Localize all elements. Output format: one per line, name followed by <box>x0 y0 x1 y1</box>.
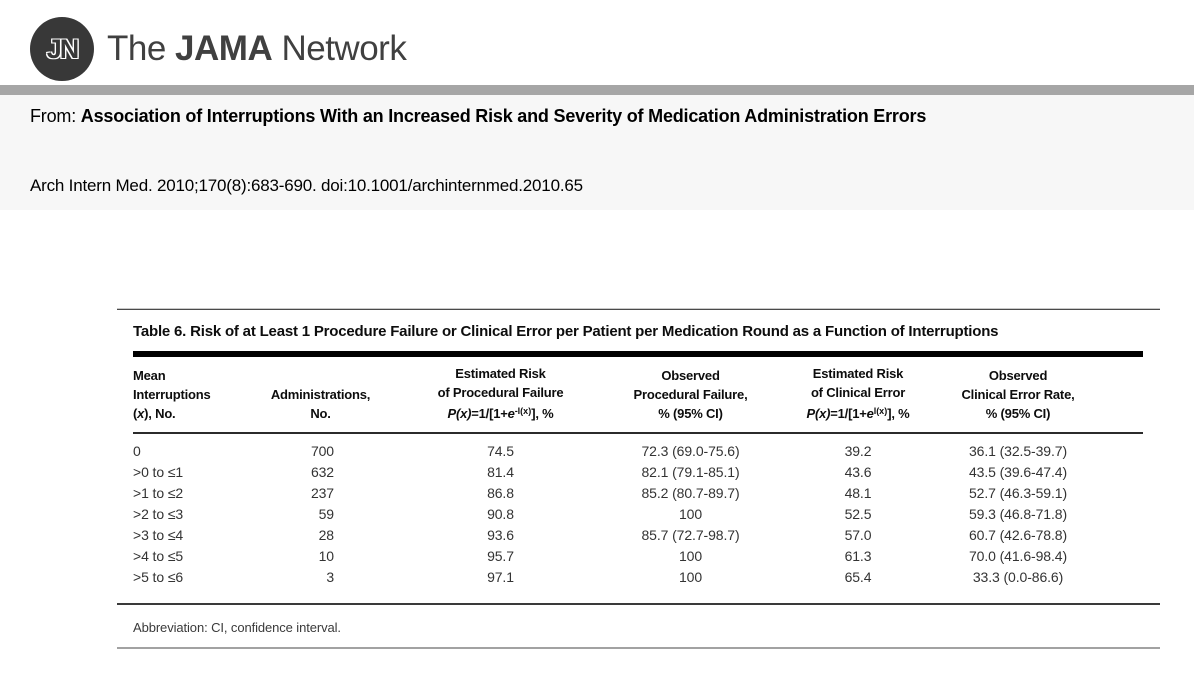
col-header-mean-interruptions: Mean Interruptions (x), No. <box>133 366 238 423</box>
table-row: >1 to ≤2 237 86.8 85.2 (80.7-89.7) 48.1 52.7 … <box>133 483 1143 504</box>
header-line: % (95% CI) <box>985 406 1051 421</box>
header-line: of Procedural Failure <box>437 385 564 400</box>
brand-network: Network <box>272 29 407 68</box>
table-cell: 81.4 <box>487 464 514 480</box>
table-cell: >5 to ≤6 <box>133 569 184 585</box>
brand-jama: JAMA <box>175 29 273 68</box>
header-line: Estimated Risk <box>812 366 904 381</box>
header-line: Clinical Error Rate, <box>961 387 1075 402</box>
table-cell: 70.0 (41.6-98.4) <box>968 548 1068 564</box>
header-line: Interruptions <box>133 387 211 402</box>
figure-top-rule <box>117 308 1160 310</box>
table-cell: 93.6 <box>487 527 514 543</box>
table-figure: Table 6. Risk of at Least 1 Procedure Fa… <box>117 308 1160 649</box>
table-cell: 632 <box>310 464 334 480</box>
table-cell: >2 to ≤3 <box>133 506 184 522</box>
from-line: From: Association of Interruptions With … <box>30 106 1164 127</box>
figure-bottom-rule <box>117 647 1160 649</box>
table-body: 0 700 74.5 72.3 (69.0-75.6) 39.2 36.1 (32.5-3… <box>133 434 1143 603</box>
table-cell: 0 <box>133 443 141 459</box>
table-bottom-rule <box>117 603 1160 605</box>
table-cell: >3 to ≤4 <box>133 527 184 543</box>
table-cell: 95.7 <box>487 548 514 564</box>
table-cell: 60.7 (42.6-78.8) <box>968 527 1068 543</box>
table-cell: 61.3 <box>844 548 872 564</box>
header-line: Observed <box>988 368 1048 383</box>
col-header-estimated-risk-clinical: Estimated Risk of Clinical Error P(x)=1/… <box>783 364 933 423</box>
table-footnote: Abbreviation: CI, confidence interval. <box>133 620 341 635</box>
table-cell: 48.1 <box>844 485 872 501</box>
table-cell: 86.8 <box>487 485 514 501</box>
table-row: >4 to ≤5 10 95.7 100 61.3 70.0 (41.6-98.4) <box>133 546 1143 567</box>
table-heavy-rule <box>133 351 1143 357</box>
header-formula: P(x)=1/[1+el(x)], % <box>806 406 910 421</box>
header-line: % (95% CI) <box>658 406 723 421</box>
header-line: Mean <box>133 368 166 383</box>
table-cell: 52.7 (46.3-59.1) <box>968 485 1068 501</box>
table-row: >3 to ≤4 28 93.6 85.7 (72.7-98.7) 57.0 60.7 (… <box>133 525 1143 546</box>
table-cell: 52.5 <box>844 506 872 522</box>
table-cell: 700 <box>310 443 334 459</box>
table-cell: 36.1 (32.5-39.7) <box>968 443 1068 459</box>
brand-wordmark: The JAMA Network <box>107 29 407 69</box>
brand-the: The <box>107 29 176 68</box>
table-cell: 65.4 <box>844 569 872 585</box>
table-cell: 57.0 <box>844 527 872 543</box>
header-formula: P(x)=1/[1+e-l(x)], % <box>447 406 554 421</box>
jama-network-header: JN The JAMA Network <box>0 0 1194 85</box>
jama-network-logo-icon[interactable]: JN <box>30 17 94 81</box>
table-cell: 100 <box>678 506 703 522</box>
table-container: Table 6. Risk of at Least 1 Procedure Fa… <box>133 310 1143 603</box>
table-cell: 43.6 <box>844 464 872 480</box>
table-cell: 43.5 (39.6-47.4) <box>968 464 1068 480</box>
table-cell: 85.2 (80.7-89.7) <box>641 485 740 501</box>
citation-line: Arch Intern Med. 2010;170(8):683-690. do… <box>30 176 583 195</box>
table-row: >2 to ≤3 59 90.8 100 52.5 59.3 (46.8-71.8) <box>133 504 1143 525</box>
table-cell: >4 to ≤5 <box>133 548 184 564</box>
table-cell: 100 <box>678 548 703 564</box>
table-cell: >0 to ≤1 <box>133 464 184 480</box>
table-row: >0 to ≤1 632 81.4 82.1 (79.1-85.1) 43.6 43.5 … <box>133 462 1143 483</box>
col-header-observed-clinical: Observed Clinical Error Rate, % (95% CI) <box>933 366 1143 423</box>
table-title: Table 6. Risk of at Least 1 Procedure Fa… <box>133 323 999 340</box>
table-cell: 90.8 <box>487 506 514 522</box>
table-cell: 82.1 (79.1-85.1) <box>641 464 740 480</box>
header-line: No. <box>310 406 331 421</box>
table-cell: 72.3 (69.0-75.6) <box>641 443 740 459</box>
table-cell: >1 to ≤2 <box>133 485 184 501</box>
jn-monogram: JN <box>46 33 79 64</box>
from-prefix: From: <box>30 106 81 126</box>
table-cell: 237 <box>310 485 334 501</box>
header-line: Observed <box>661 368 720 383</box>
table-cell: 74.5 <box>487 443 514 459</box>
table-cell: 59 <box>318 506 334 522</box>
table-row: 0 700 74.5 72.3 (69.0-75.6) 39.2 36.1 (32.5-3… <box>133 441 1143 462</box>
header-line: of Clinical Error <box>810 385 906 400</box>
header-line: Procedural Failure, <box>633 387 748 402</box>
col-header-observed-procedural: Observed Procedural Failure, % (95% CI) <box>598 366 783 423</box>
table-cell: 59.3 (46.8-71.8) <box>968 506 1068 522</box>
header-line: Administrations, <box>270 387 371 402</box>
header-line: Estimated Risk <box>455 366 546 381</box>
table-cell: 28 <box>318 527 334 543</box>
table-cell: 39.2 <box>844 443 872 459</box>
table-cell: 3 <box>326 569 334 585</box>
table-cell: 100 <box>678 569 703 585</box>
table-row: >5 to ≤6 3 97.1 100 65.4 33.3 (0.0-86.6) <box>133 567 1143 588</box>
table-cell: 33.3 (0.0-86.6) <box>972 569 1064 585</box>
table-cell: 10 <box>318 548 334 564</box>
table-cell: 97.1 <box>487 569 514 585</box>
header-line: (x), No. <box>133 406 176 421</box>
header-divider-bar <box>0 85 1194 95</box>
table-cell: 85.7 (72.7-98.7) <box>641 527 740 543</box>
article-title-link[interactable]: Association of Interruptions With an Inc… <box>80 106 927 126</box>
col-header-estimated-risk-procedural: Estimated Risk of Procedural Failure P(x… <box>403 364 598 423</box>
col-header-administrations: Administrations, No. <box>238 385 403 423</box>
source-citation-band: From: Association of Interruptions With … <box>0 95 1194 210</box>
table-header-row: Mean Interruptions (x), No. Administrati… <box>133 357 1143 434</box>
